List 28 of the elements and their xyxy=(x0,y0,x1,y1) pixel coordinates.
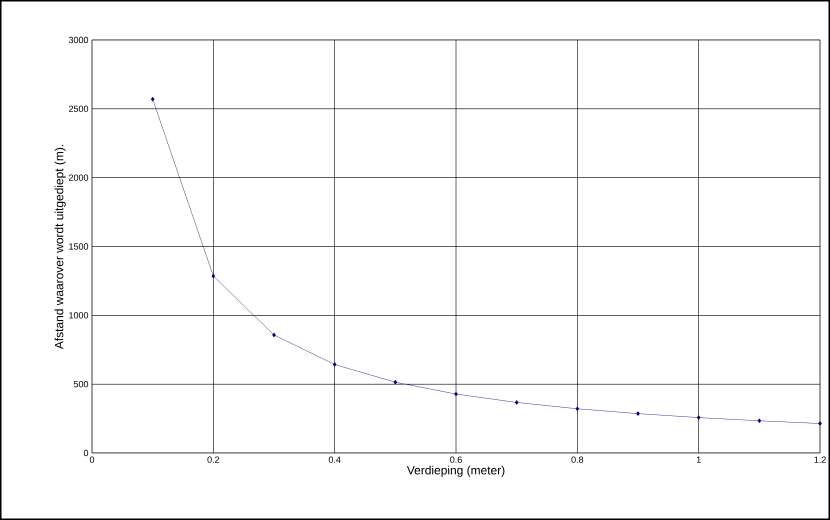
x-tick-label: 1.2 xyxy=(814,456,826,463)
point xyxy=(150,96,155,102)
x-tick-label: 0.2 xyxy=(207,456,220,463)
x-tick-label: 0.6 xyxy=(450,456,462,463)
y-tick-label: 500 xyxy=(74,380,88,388)
y-tick-label: 2000 xyxy=(68,174,88,181)
x-tick-label: 0.8 xyxy=(571,456,584,463)
point xyxy=(696,415,701,420)
y-tick-label: 2500 xyxy=(68,106,88,112)
x-tick-label: 0.4 xyxy=(328,456,341,463)
point xyxy=(818,421,822,426)
y-axis-title: Afstand waarover wordt uitgediept (m). xyxy=(54,144,66,350)
y-tick-label: 0 xyxy=(84,450,88,456)
y-tick-label: 1500 xyxy=(69,243,88,250)
point xyxy=(576,406,580,412)
y-tick-label: 3000 xyxy=(68,36,88,44)
x-axis-title: Verdieping (meter) xyxy=(406,466,504,477)
point xyxy=(332,362,337,367)
point xyxy=(514,400,519,405)
point xyxy=(272,332,276,338)
x-tick-label: 1 xyxy=(696,456,701,463)
y-tick-label: 1000 xyxy=(69,312,88,318)
x-tick-label: 0 xyxy=(90,456,94,463)
point xyxy=(454,392,458,396)
point xyxy=(758,418,762,424)
point xyxy=(636,411,640,416)
point xyxy=(394,380,398,385)
point xyxy=(212,274,216,278)
